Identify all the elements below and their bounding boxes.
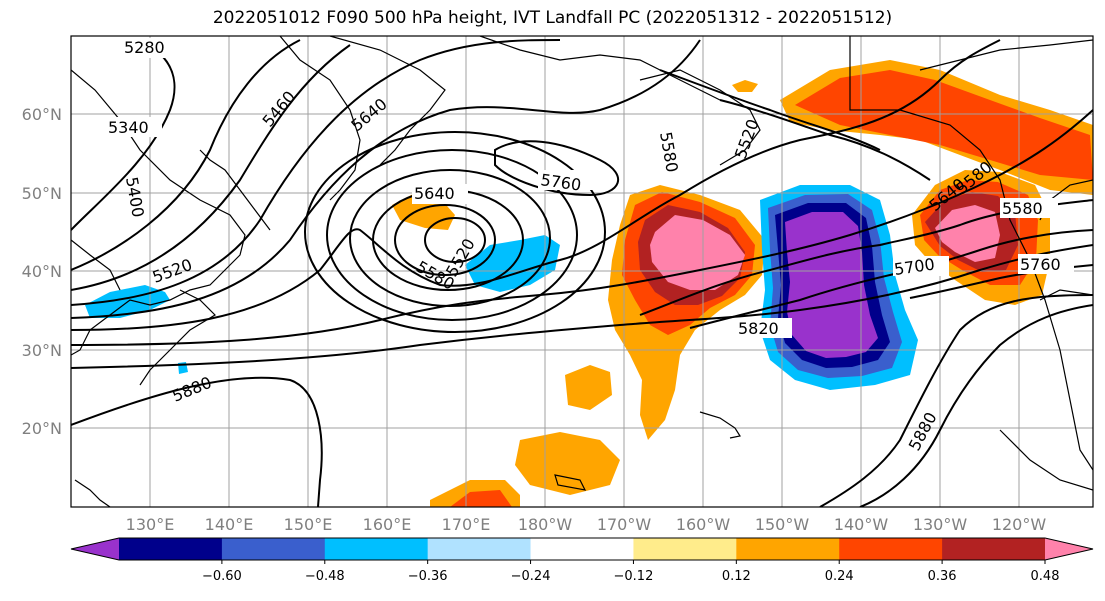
colorbar-swatch [221, 538, 326, 560]
colorbar-swatch [942, 538, 1046, 560]
colorbar-swatch [736, 538, 840, 560]
colorbar-tick-label: −0.36 [408, 569, 448, 584]
colorbar-tick-label: 0.36 [928, 569, 957, 584]
colorbar-tick-label: −0.48 [305, 569, 345, 584]
lon-label: 170°W [597, 515, 652, 534]
lat-label: 40°N [22, 262, 62, 281]
lon-label: 120°W [992, 515, 1047, 534]
contour-label: 5640 [414, 184, 455, 203]
lat-label: 60°N [22, 105, 62, 124]
colorbar: −0.60 −0.48 −0.36 −0.24 −0.12 0.12 0.24 0.36 0.4… [70, 537, 1094, 584]
colorbar-tick-label: −0.60 [202, 569, 242, 584]
colorbar-tick-label: 0.24 [825, 569, 854, 584]
colorbar-swatch [839, 538, 943, 560]
lon-label: 140°E [205, 515, 254, 534]
lon-label: 180°W [518, 515, 573, 534]
colorbar-swatch [324, 538, 429, 560]
lon-label: 140°W [834, 515, 889, 534]
longitude-labels: 130°E 140°E 150°E 160°E 170°E 180°W 170°… [126, 515, 1047, 534]
lat-label: 30°N [22, 341, 62, 360]
colorbar-tick-label: −0.24 [511, 569, 551, 584]
lon-label: 130°E [126, 515, 175, 534]
colorbar-swatch [427, 538, 532, 560]
colorbar-swatch [119, 538, 223, 560]
map-frame [70, 35, 1094, 508]
contour-label: 5280 [124, 38, 165, 57]
colorbar-outline [70, 537, 1094, 561]
lon-label: 130°W [913, 515, 968, 534]
contour-label: 5340 [108, 118, 149, 137]
lon-label: 150°E [284, 515, 333, 534]
lon-label: 170°E [442, 515, 491, 534]
colorbar-swatch [633, 538, 737, 560]
contour-label: 5760 [1020, 255, 1061, 274]
contour-label: 5820 [738, 319, 779, 338]
ivt-positive-central-pacific [608, 185, 765, 440]
height-contours [71, 39, 1093, 507]
ivt-positive-small-patches [392, 80, 758, 507]
latitude-labels: 60°N 50°N 40°N 30°N 20°N [22, 105, 62, 438]
colorbar-extend-low [71, 538, 119, 560]
colorbar-swatch [530, 538, 634, 560]
colorbar-extend-high [1045, 538, 1093, 560]
colorbar-tick-label: 0.48 [1031, 569, 1060, 584]
colorbar-tick-label: 0.12 [722, 569, 751, 584]
map-title: 2022051012 F090 500 hPa height, IVT Land… [212, 8, 893, 28]
colorbar-tick-label: −0.12 [614, 569, 654, 584]
lon-label: 160°W [676, 515, 731, 534]
lon-label: 150°W [755, 515, 810, 534]
lat-label: 20°N [22, 419, 62, 438]
lat-label: 50°N [22, 184, 62, 203]
lon-label: 160°E [363, 515, 412, 534]
contour-label: 5580 [1002, 199, 1043, 218]
contour-label-group: 5280 5340 5400 5460 5520 5580 5640 5640 … [104, 38, 1074, 454]
